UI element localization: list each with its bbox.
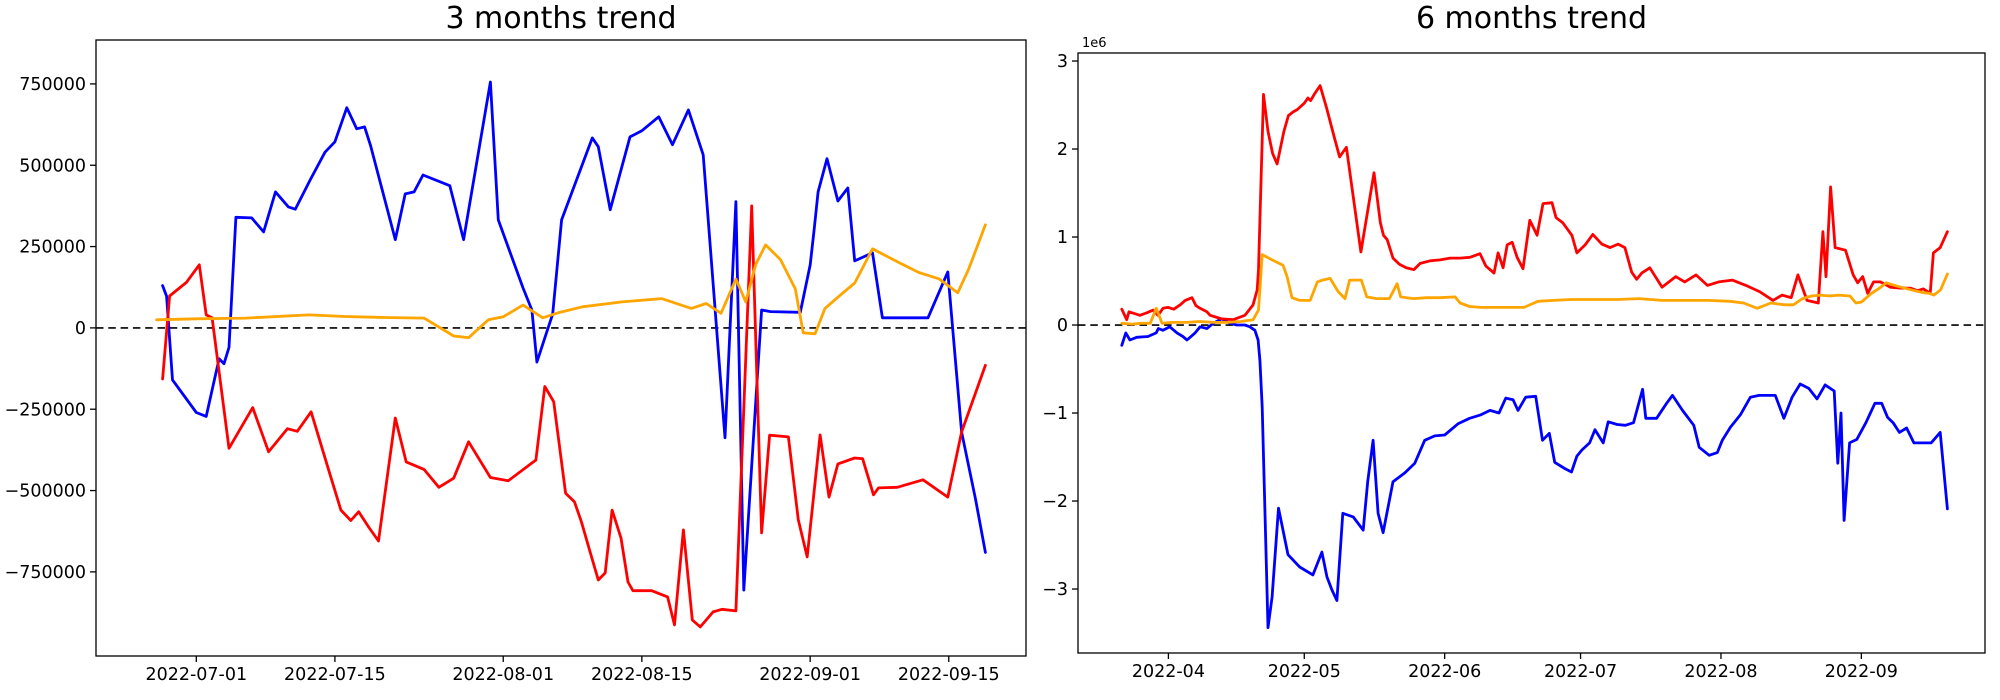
plot-border [95,39,1027,657]
x-tick-label: 2022-09 [1825,662,1898,682]
chart-title-3-months-trend: 3 months trend [445,1,677,36]
red-series-line [1120,84,1949,322]
red-series-line [161,204,987,629]
blue-series-line [161,80,987,592]
x-tick-label: 2022-07 [1544,662,1617,682]
y-tick-label: 0 [75,319,86,339]
x-tick-label: 2022-04 [1132,662,1205,682]
x-tick-label: 2022-07-01 [145,665,247,685]
axis-offset-label: 1e6 [1082,36,1107,51]
y-tick-label: 1 [1057,228,1068,248]
x-tick-label: 2022-09-15 [898,665,1000,685]
y-tick-label: −250000 [5,400,86,420]
chart-6-months: 3 2 1 0 −1 −2 −3 2022-04 2022-05 2022-06 2022-07 20… [1042,36,1986,682]
x-tick-label: 2022-07-15 [284,665,386,685]
y-tick-label: 2 [1057,140,1068,160]
y-tick-label: −750000 [5,563,86,583]
x-tick-label: 2022-08 [1684,662,1757,682]
y-tick-label: 3 [1057,52,1068,72]
y-tick-label: −500000 [5,482,86,502]
orange-series-line [155,223,987,340]
chart-title-6-months-trend: 6 months trend [1415,1,1648,36]
chart-3-months: 750000 500000 250000 0 −250000 −500000 −750000… [5,39,1027,685]
x-tick-label: 2022-08-01 [452,665,554,685]
y-tick-label: 500000 [19,156,86,176]
y-tick-label: −1 [1042,404,1068,424]
y-tick-label: 750000 [19,75,86,95]
y-tick-label: 250000 [19,238,86,258]
x-tick-label: 2022-08-15 [591,665,693,685]
x-tick-label: 2022-06 [1408,662,1481,682]
x-tick-label: 2022-05 [1268,662,1341,682]
y-tick-label: 0 [1057,316,1068,336]
x-tick-label: 2022-09-01 [759,665,861,685]
y-tick-label: −2 [1042,492,1068,512]
y-tick-label: −3 [1042,580,1068,600]
orange-series-line [1120,253,1949,326]
blue-series-line [1120,317,1949,630]
plot-border [1077,52,1986,654]
